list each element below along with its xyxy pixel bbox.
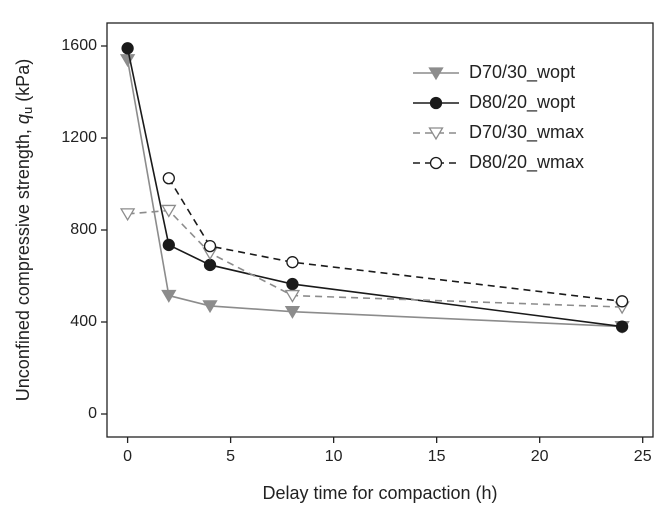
x-tick-label: 10 <box>325 448 343 465</box>
y-label-symbol: q <box>13 114 33 124</box>
x-tick-label: 15 <box>428 448 446 465</box>
data-point <box>119 208 136 222</box>
x-tick-label: 25 <box>634 448 652 465</box>
data-point <box>161 289 177 303</box>
data-point <box>284 289 301 303</box>
legend-label: D70/30_wopt <box>469 62 575 83</box>
legend-label: D70/30_wmax <box>469 122 584 143</box>
data-point <box>286 256 299 269</box>
legend-marker <box>429 156 443 170</box>
y-label-text: Unconfined compressive strength, <box>13 124 33 401</box>
legend-label: D80/20_wmax <box>469 152 584 173</box>
x-tick-label: 0 <box>123 448 132 465</box>
y-tick-label: 1200 <box>61 129 97 146</box>
y-tick-label: 1600 <box>61 37 97 54</box>
y-label-unit: (kPa) <box>13 59 33 107</box>
y-tick-label: 0 <box>88 405 97 422</box>
y-tick-label: 400 <box>70 313 97 330</box>
x-axis-label: Delay time for compaction (h) <box>262 483 497 503</box>
y-label-subscript: u <box>20 107 35 114</box>
data-point <box>286 277 299 291</box>
series-line <box>168 177 623 303</box>
data-point <box>121 42 134 55</box>
x-tick-label: 5 <box>226 448 235 465</box>
y-axis-label: Unconfined compressive strength, qu (kPa… <box>13 59 36 401</box>
legend-marker <box>428 67 444 81</box>
y-tick-label: 800 <box>70 221 97 238</box>
data-point <box>284 306 301 319</box>
data-point <box>161 204 177 218</box>
data-point <box>162 238 175 252</box>
data-point <box>615 295 629 308</box>
plot-frame <box>106 22 654 438</box>
data-point <box>119 54 136 68</box>
data-point <box>203 258 217 272</box>
legend-label: D80/20_wopt <box>469 92 575 113</box>
data-point <box>615 320 629 333</box>
data-point <box>202 300 218 314</box>
legend-marker <box>429 96 443 110</box>
series-line <box>126 48 623 328</box>
legend-marker <box>428 127 444 141</box>
data-point <box>162 172 175 185</box>
data-point <box>203 239 217 253</box>
x-tick-label: 20 <box>531 448 549 465</box>
